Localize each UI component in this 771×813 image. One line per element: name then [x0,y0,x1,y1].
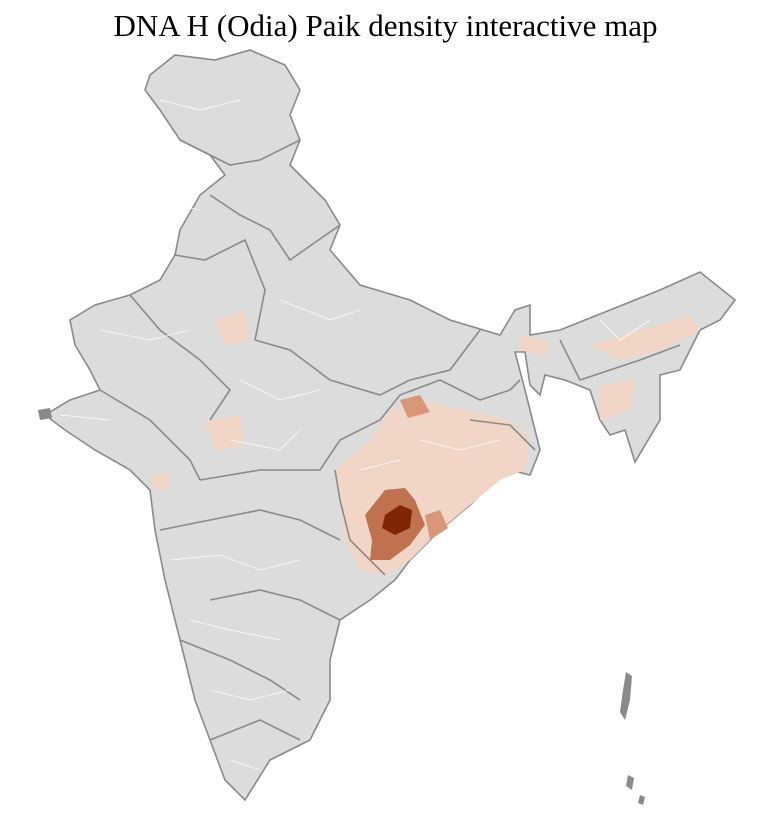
density-mid [400,395,430,418]
density-low [590,315,700,360]
district-borders [59,99,651,771]
density-mid [425,510,448,540]
islands [38,408,52,420]
density-low [520,335,550,355]
density-high [382,505,412,535]
map-title: DNA H (Odia) Paik density interactive ma… [113,8,658,43]
density-low [150,472,170,490]
state-borders [99,139,681,741]
islands [638,795,645,805]
islands [620,672,632,720]
islands [626,775,634,790]
density-low [600,380,635,420]
density-low [215,310,250,345]
